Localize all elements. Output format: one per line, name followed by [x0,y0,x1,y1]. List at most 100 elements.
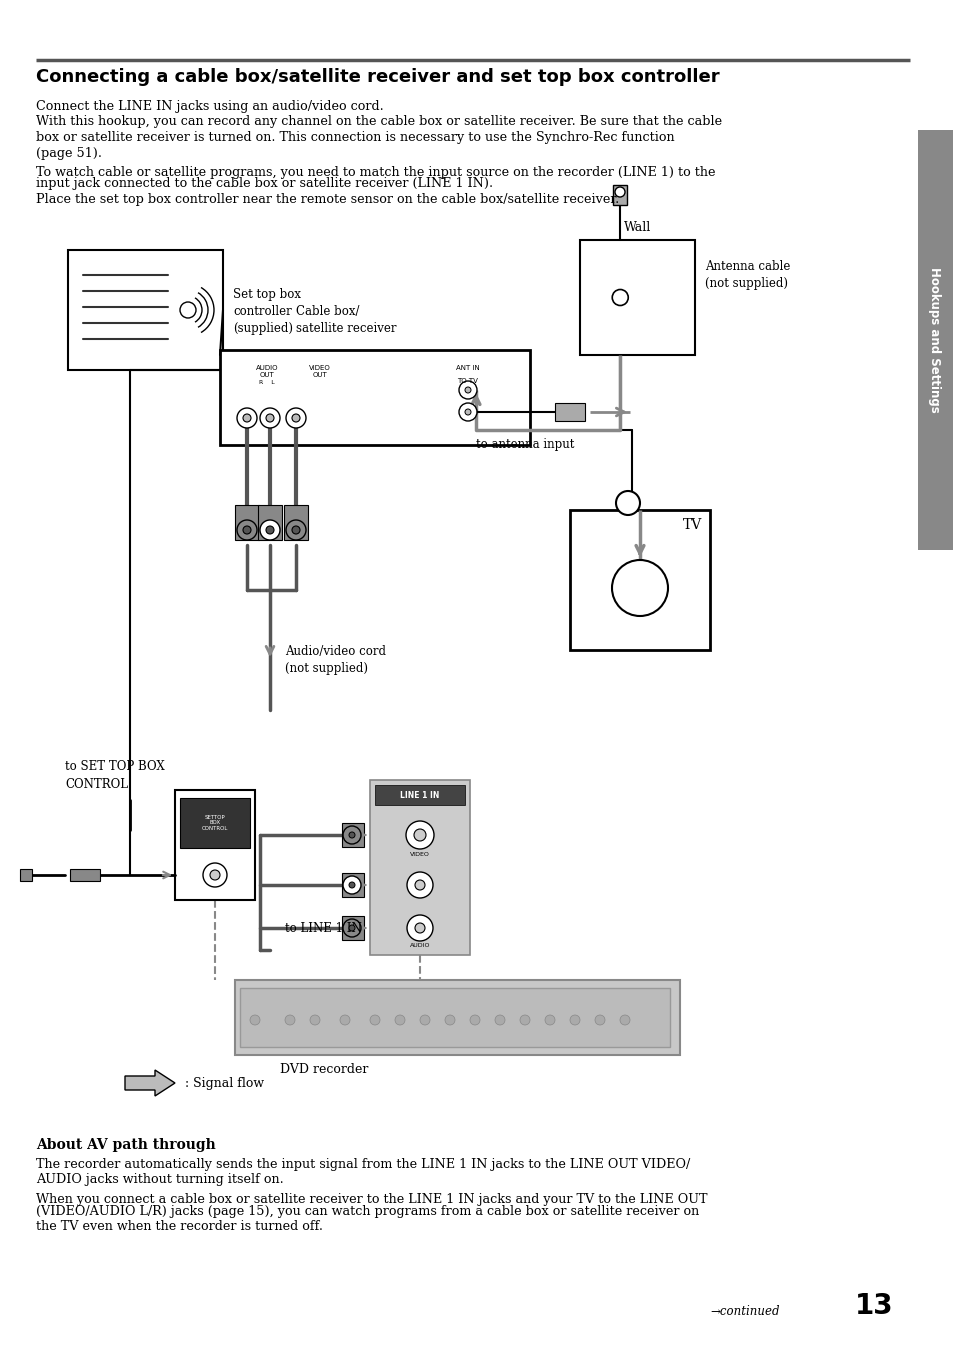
Text: Audio/video cord
(not supplied): Audio/video cord (not supplied) [285,645,386,675]
Circle shape [286,521,306,539]
Circle shape [286,408,306,429]
Bar [240,988,669,1046]
Bar [20,869,32,882]
Circle shape [415,923,424,933]
Circle shape [595,1015,604,1025]
Text: Wall: Wall [623,220,651,234]
Circle shape [349,925,355,932]
Circle shape [612,289,628,306]
Circle shape [266,526,274,534]
Circle shape [285,1015,294,1025]
Circle shape [619,1015,629,1025]
Text: R    L: R L [259,380,274,385]
Text: input jack connected to the cable box or satellite receiver (LINE 1 IN).: input jack connected to the cable box or… [36,177,493,191]
Circle shape [407,872,433,898]
Circle shape [236,521,256,539]
Bar [555,403,584,420]
Circle shape [419,1015,430,1025]
Bar [284,506,308,539]
Circle shape [616,491,639,515]
Circle shape [519,1015,530,1025]
Circle shape [406,821,434,849]
Circle shape [370,1015,379,1025]
Polygon shape [125,1069,174,1096]
Text: SETTOP
BOX
CONTROL: SETTOP BOX CONTROL [202,815,228,831]
Circle shape [310,1015,319,1025]
Circle shape [243,414,251,422]
Circle shape [415,880,424,890]
Text: box or satellite receiver is turned on. This connection is necessary to use the : box or satellite receiver is turned on. … [36,131,674,145]
Circle shape [343,826,360,844]
Bar [174,790,254,900]
Circle shape [407,915,433,941]
Circle shape [495,1015,504,1025]
Circle shape [569,1015,579,1025]
Circle shape [458,381,476,399]
Circle shape [180,301,195,318]
Bar [257,506,282,539]
Text: Connecting a cable box/satellite receiver and set top box controller: Connecting a cable box/satellite receive… [36,68,719,87]
Circle shape [444,1015,455,1025]
Circle shape [292,414,299,422]
Circle shape [260,521,280,539]
Bar [569,510,709,650]
Bar [370,780,470,955]
Text: Antenna cable
(not supplied): Antenna cable (not supplied) [704,260,789,289]
Text: Hookups and Settings: Hookups and Settings [927,268,941,412]
Bar [613,185,626,206]
Text: To watch cable or satellite programs, you need to match the input source on the : To watch cable or satellite programs, yo… [36,166,715,178]
Text: DVD recorder: DVD recorder [280,1063,368,1076]
Text: (page 51).: (page 51). [36,146,102,160]
Bar [68,250,223,370]
Bar [375,786,464,804]
Text: →continued: →continued [709,1305,779,1318]
Circle shape [470,1015,479,1025]
Bar [234,506,258,539]
Circle shape [544,1015,555,1025]
Text: Cable box/
satellite receiver: Cable box/ satellite receiver [295,306,396,335]
Circle shape [292,526,299,534]
Circle shape [349,831,355,838]
Circle shape [266,414,274,422]
Circle shape [343,919,360,937]
Circle shape [210,869,220,880]
Text: ANT IN: ANT IN [456,365,479,370]
Circle shape [236,408,256,429]
Circle shape [612,560,667,617]
Text: 13: 13 [854,1293,893,1320]
Text: VIDEO: VIDEO [410,852,430,857]
Bar [70,869,100,882]
Text: Set top box
controller
(supplied): Set top box controller (supplied) [233,288,301,335]
Circle shape [250,1015,260,1025]
Circle shape [343,876,360,894]
Bar [234,980,679,1055]
Circle shape [203,863,227,887]
Text: When you connect a cable box or satellite receiver to the LINE 1 IN jacks and yo: When you connect a cable box or satellit… [36,1192,707,1206]
Text: About AV path through: About AV path through [36,1138,215,1152]
Bar [579,241,695,356]
Text: LINE 1 IN: LINE 1 IN [400,791,439,799]
Bar [341,917,364,940]
Circle shape [458,403,476,420]
Bar [180,798,250,848]
Text: Connect the LINE IN jacks using an audio/video cord.: Connect the LINE IN jacks using an audio… [36,100,383,114]
Bar [341,873,364,896]
Circle shape [339,1015,350,1025]
Text: With this hookup, you can record any channel on the cable box or satellite recei: With this hookup, you can record any cha… [36,115,721,128]
Circle shape [395,1015,405,1025]
Circle shape [414,829,426,841]
Text: AUDIO
OUT: AUDIO OUT [255,365,278,379]
Circle shape [260,408,280,429]
Text: TO TV: TO TV [457,379,478,384]
Text: AUDIO: AUDIO [410,942,430,948]
Text: VIDEO
OUT: VIDEO OUT [309,365,331,379]
Text: The recorder automatically sends the input signal from the LINE 1 IN jacks to th: The recorder automatically sends the inp… [36,1159,690,1171]
Text: to SET TOP BOX
CONTROL: to SET TOP BOX CONTROL [65,760,165,791]
Text: AUDIO jacks without turning itself on.: AUDIO jacks without turning itself on. [36,1174,283,1187]
Circle shape [464,410,471,415]
Circle shape [615,187,624,197]
Text: (VIDEO/AUDIO L/R) jacks (page 15), you can watch programs from a cable box or sa: (VIDEO/AUDIO L/R) jacks (page 15), you c… [36,1205,699,1218]
Bar [341,823,364,846]
Circle shape [243,526,251,534]
Circle shape [349,882,355,888]
